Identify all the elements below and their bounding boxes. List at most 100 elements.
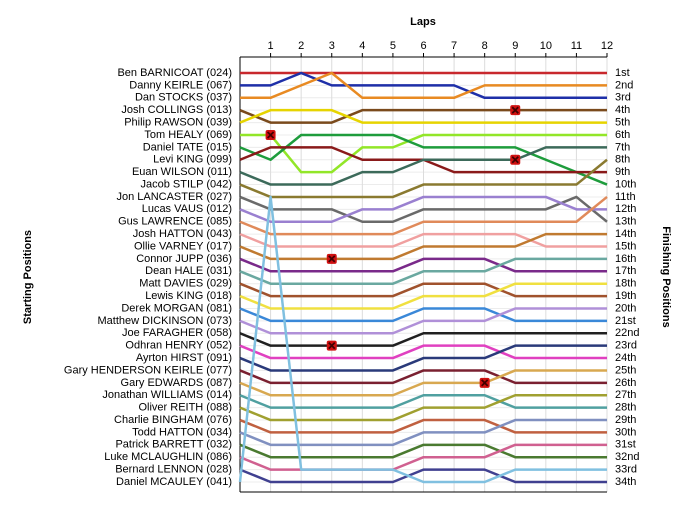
rider-name: Dean HALE (031)	[145, 265, 232, 277]
y2-tick-label: 26th	[615, 377, 636, 389]
y2-tick-label: 15th	[615, 240, 636, 252]
y2-tick-label: 19th	[615, 290, 636, 302]
y2-tick-label: 17th	[615, 265, 636, 277]
rider-line	[239, 108, 607, 124]
y2-tick-label: 12th	[615, 203, 636, 215]
x-tick-label: 6	[420, 40, 426, 52]
y2-tick-label: 2nd	[615, 79, 633, 91]
y2-tick-label: 7th	[615, 141, 630, 153]
y2-tick-label: 31st	[615, 439, 636, 451]
y2-tick-label: 32nd	[615, 451, 639, 463]
y2-tick-label: 25th	[615, 364, 636, 376]
rider-line	[240, 71, 607, 100]
rider-name: Josh COLLINGS (013)	[121, 104, 232, 116]
rider-name: Gary EDWARDS (087)	[121, 377, 232, 389]
y2-tick-label: 3rd	[615, 92, 631, 104]
y2-tick-label: 6th	[615, 129, 630, 141]
rider-name: Danny KEIRLE (067)	[129, 79, 232, 91]
rider-name: Jon LANCASTER (027)	[116, 191, 232, 203]
rider-line	[239, 344, 607, 360]
x-tick-label: 2	[298, 40, 304, 52]
rider-line	[239, 232, 607, 248]
rider-line	[239, 133, 608, 186]
rider-line	[239, 307, 607, 323]
crash-marker	[326, 253, 337, 264]
y2-axis-title: Finishing Positions	[660, 226, 672, 327]
rider-line	[239, 393, 607, 422]
y2-tick-label: 8th	[615, 154, 630, 166]
y2-tick-label: 18th	[615, 278, 636, 290]
rider-name: Bernard LENNON (028)	[115, 464, 232, 476]
y2-tick-label: 33rd	[615, 464, 637, 476]
x-tick-label: 3	[329, 40, 335, 52]
rider-line	[240, 71, 607, 100]
y2-tick-label: 29th	[615, 414, 636, 426]
rider-line	[239, 257, 607, 285]
y2-tick-label: 14th	[615, 228, 636, 240]
rider-name: Matthew DICKINSON (073)	[98, 315, 232, 327]
y2-tick-label: 34th	[615, 476, 636, 488]
y2-tick-label: 9th	[615, 166, 630, 178]
y-axis-title: Starting Positions	[22, 230, 34, 324]
x-tick-label: 4	[359, 40, 365, 52]
y2-tick-label: 28th	[615, 402, 636, 414]
rider-line	[239, 257, 607, 273]
y2-tick-label: 22nd	[615, 327, 639, 339]
rider-name: Josh HATTON (043)	[133, 228, 232, 240]
x-tick-label: 9	[512, 40, 518, 52]
rider-line	[239, 418, 607, 447]
rider-name: Ollie VARNEY (017)	[134, 240, 232, 252]
rider-name: Luke MCLAUGHLIN (086)	[104, 451, 232, 463]
crash-marker	[510, 105, 521, 116]
rider-line	[239, 195, 608, 223]
y2-tick-label: 10th	[615, 178, 636, 190]
y2-tick-label: 13th	[615, 216, 636, 228]
rider-name: Derek MORGAN (081)	[121, 302, 232, 314]
rider-name: Daniel TATE (015)	[143, 141, 232, 153]
rider-line	[239, 232, 607, 261]
rider-name: Oliver REITH (088)	[138, 402, 232, 414]
rider-name: Gary HENDERSON KEIRLE (077)	[64, 364, 232, 376]
rider-line	[240, 133, 607, 174]
rider-line	[239, 158, 608, 199]
y2-tick-label: 1st	[615, 67, 630, 79]
y2-tick-label: 21st	[615, 315, 636, 327]
rider-name: Dan STOCKS (037)	[135, 92, 232, 104]
rider-name: Patrick BARRETT (032)	[115, 439, 232, 451]
crash-marker	[326, 340, 337, 351]
rider-line	[239, 468, 607, 484]
rider-name: Philip RAWSON (039)	[124, 116, 232, 128]
rider-name: Ayrton HIRST (091)	[136, 352, 232, 364]
rider-line	[239, 146, 607, 186]
rider-line	[239, 418, 607, 434]
x-tick-label: 11	[571, 40, 582, 52]
y2-tick-label: 20th	[615, 302, 636, 314]
rider-name: Charlie BINGHAM (076)	[114, 414, 232, 426]
rider-name: Odhran HENRY (052)	[125, 340, 232, 352]
rider-name: Gus LAWRENCE (085)	[118, 216, 232, 228]
rider-name: Connor JUPP (036)	[136, 253, 232, 265]
rider-line	[239, 307, 607, 335]
rider-name: Joe FARAGHER (058)	[122, 327, 232, 339]
y2-tick-label: 27th	[615, 389, 636, 401]
x-tick-label: 10	[540, 40, 552, 52]
chart-title: Laps	[410, 16, 436, 28]
rider-line	[239, 282, 607, 298]
rider-name: Daniel MCAULEY (041)	[116, 476, 232, 488]
rider-line	[239, 332, 607, 347]
x-tick-label: 1	[268, 40, 274, 52]
rider-line	[238, 195, 607, 484]
rider-name: Levi KING (099)	[153, 154, 232, 166]
crash-marker	[510, 154, 521, 165]
rider-name: Todd HATTON (034)	[132, 426, 232, 438]
x-tick-label: 12	[601, 40, 613, 52]
crash-marker	[479, 377, 490, 388]
y2-tick-label: 23rd	[615, 340, 637, 352]
x-tick-label: 8	[482, 40, 488, 52]
rider-line	[239, 195, 608, 236]
rider-name: Lewis KING (018)	[145, 290, 232, 302]
rider-name: Jacob STILP (042)	[140, 178, 232, 190]
rider-line	[239, 344, 607, 372]
crash-marker	[265, 129, 276, 140]
rider-line	[239, 393, 607, 409]
